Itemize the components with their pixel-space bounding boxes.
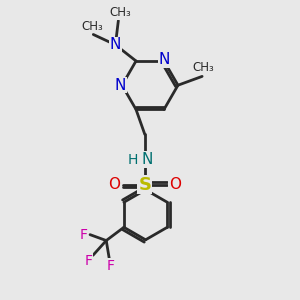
Text: N: N	[159, 52, 170, 67]
Text: O: O	[169, 177, 181, 192]
Text: N: N	[110, 37, 121, 52]
Text: H: H	[127, 152, 138, 167]
Text: CH₃: CH₃	[193, 61, 214, 74]
Text: CH₃: CH₃	[81, 20, 103, 33]
Text: O: O	[109, 177, 121, 192]
Text: F: F	[85, 254, 93, 268]
Text: S: S	[138, 176, 151, 194]
Text: N: N	[142, 152, 153, 167]
Text: CH₃: CH₃	[109, 6, 131, 19]
Text: F: F	[107, 259, 115, 273]
Text: N: N	[115, 78, 126, 93]
Text: F: F	[80, 228, 88, 242]
